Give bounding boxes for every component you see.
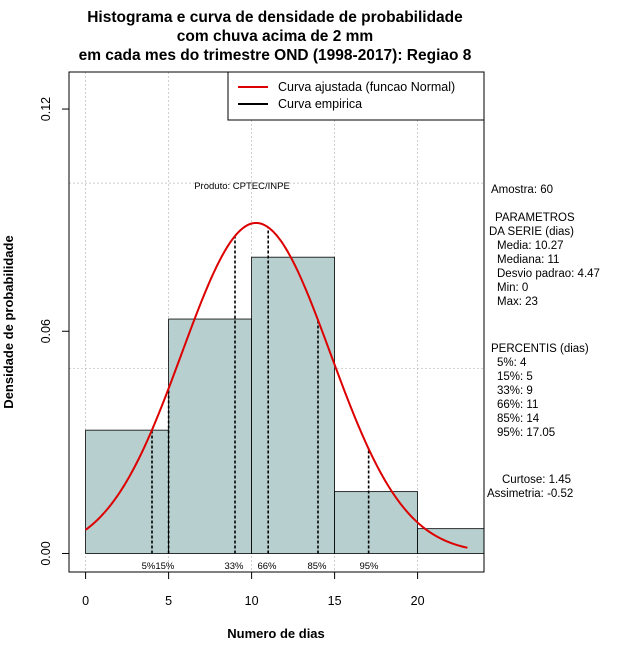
chart-title-line-1: Histograma e curva de densidade de proba… [87,9,463,26]
normal-curve-path [85,221,468,549]
stat-param-min: Min: 0 [497,282,528,294]
percentile-labels: 5%15% 33% 66% 85% 95% [142,561,379,572]
stat-param-mediana: Mediana: 11 [497,254,559,266]
legend-label-fitted: Curva ajustada (funcao Normal) [278,80,455,94]
x-tick-label-2: 10 [245,594,259,608]
chart-title-line-2: com chuva acima de 2 mm [177,28,373,45]
stat-param-title-1: PARAMETROS [495,212,575,224]
stat-param-media: Media: 10.27 [497,240,564,252]
percentile-lines [151,227,370,554]
chart-title-line-3: em cada mes do trimestre OND (1998-2017)… [79,47,472,64]
y-axis-label: Densidade de probabilidade [1,235,16,408]
histogram-bars [85,256,485,554]
histogram-bar-1 [168,318,253,554]
percentile-label-3: 85% [307,561,327,572]
x-axis: 0 5 10 15 20 [82,571,425,608]
stat-perc-33: 33%: 9 [497,385,533,397]
stat-perc-85: 85%: 14 [497,413,540,425]
stat-perc-66: 66%: 11 [497,399,538,411]
stat-perc-15: 15%: 5 [497,371,533,383]
x-axis-label: Numero de dias [227,626,325,641]
stat-curtose: Curtose: 1.45 [502,474,571,486]
histogram-bar-3 [334,491,419,554]
histogram-bar-0 [85,429,169,554]
y-tick-label-1: 0.06 [39,319,53,343]
product-annotation: Produto: CPTEC/INPE [194,181,290,192]
histogram-bar-2 [251,256,336,554]
percentile-label-2: 66% [257,561,277,572]
stat-perc-title: PERCENTIS (dias) [491,343,589,355]
stats-panel: Amostra: 60 PARAMETROS DA SERIE (dias) M… [487,184,600,500]
x-tick-label-4: 20 [411,594,425,608]
x-tick-label-1: 5 [165,594,172,608]
stat-param-title-2: DA SERIE (dias) [489,226,574,238]
percentile-label-1: 33% [224,561,244,572]
y-axis: 0.00 0.06 0.12 [39,97,70,566]
histogram-bar-4 [417,528,485,554]
stat-perc-95: 95%: 17.05 [497,427,555,439]
x-tick-label-3: 15 [328,594,342,608]
legend-box [227,71,485,121]
legend: Curva ajustada (funcao Normal) Curva emp… [227,71,485,121]
legend-label-empirical: Curva empirica [278,97,362,111]
stat-amostra: Amostra: 60 [491,184,553,196]
stat-perc-5: 5%: 4 [497,357,527,369]
x-tick-label-0: 0 [82,594,89,608]
normal-curve [85,221,468,549]
stat-assimetria: Assimetria: -0.52 [487,488,573,500]
y-tick-label-2: 0.12 [39,97,53,121]
stat-param-max: Max: 23 [497,296,538,308]
percentile-label-4: 95% [359,561,379,572]
stat-param-desvio: Desvio padrao: 4.47 [497,268,600,280]
y-tick-label-0: 0.00 [39,541,53,565]
percentile-label-0: 5%15% [142,561,175,572]
